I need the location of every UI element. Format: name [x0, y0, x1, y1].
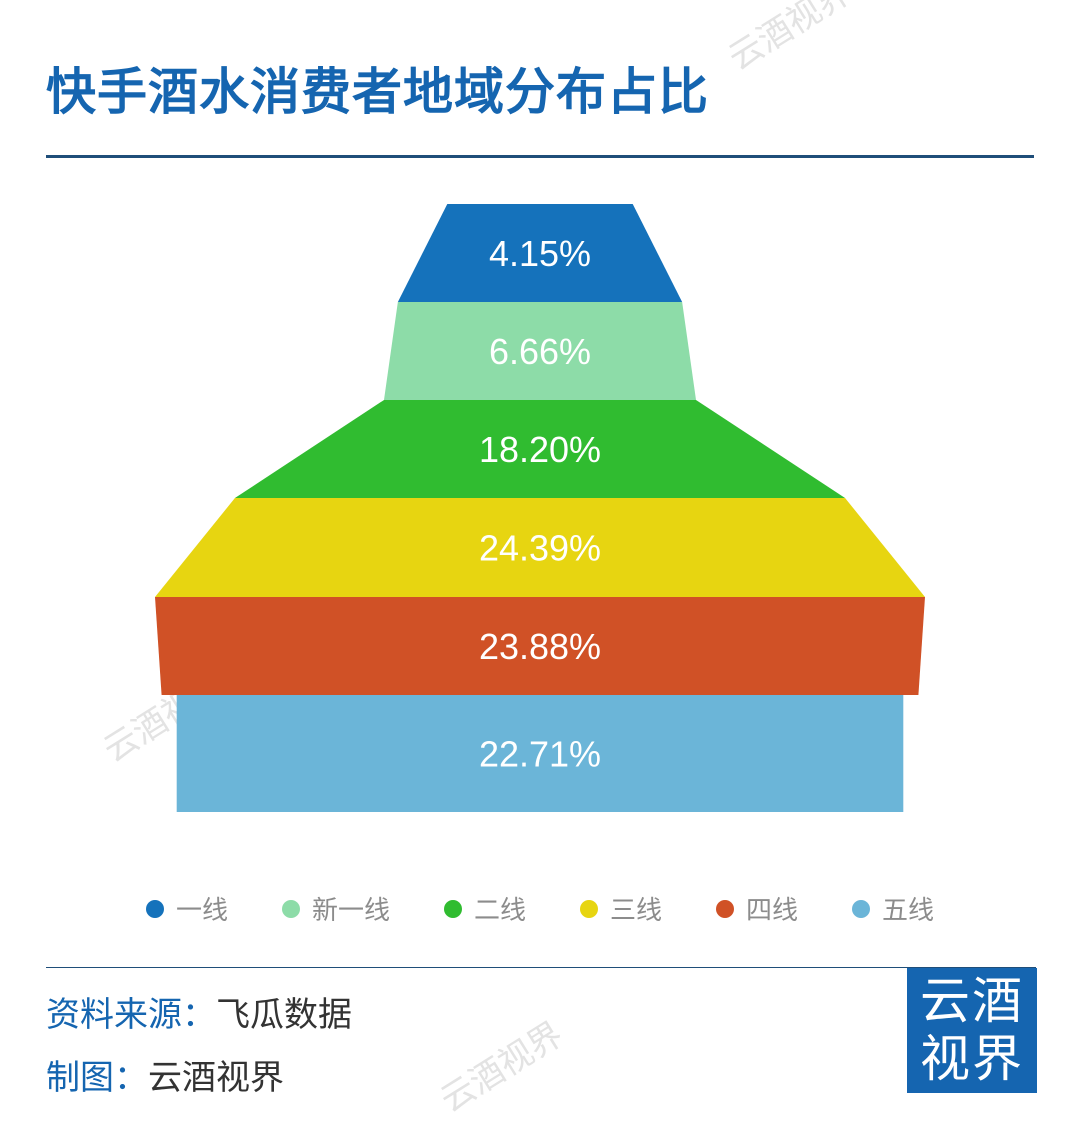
chart-legend: 一线 新一线 二线 三线 四线 五线 — [0, 890, 1080, 927]
funnel-label-5: 23.88% — [479, 626, 601, 667]
source-line: 资料来源：飞瓜数据 — [46, 987, 352, 1036]
legend-label: 新一线 — [311, 896, 390, 926]
source-label: 资料来源： — [46, 995, 216, 1035]
maker-value: 云酒视界 — [148, 1058, 284, 1098]
footer-divider — [46, 967, 1036, 968]
funnel-segment-4 — [155, 498, 925, 597]
title-divider — [46, 155, 1034, 158]
legend-item: 四线 — [716, 890, 798, 927]
legend-swatch — [281, 899, 300, 918]
legend-swatch — [852, 899, 871, 918]
legend-swatch — [716, 899, 735, 918]
legend-item: 新一线 — [281, 890, 390, 927]
source-value: 飞瓜数据 — [216, 995, 352, 1035]
funnel-chart: 4.15% 6.66% 18.20% 24.39% 23.88% 22.71% — [155, 204, 925, 812]
funnel-label-1: 4.15% — [489, 233, 591, 274]
funnel-segment-5 — [155, 597, 925, 695]
legend-swatch — [580, 899, 598, 918]
funnel-segment-2 — [383, 302, 697, 400]
funnel-label-4: 24.39% — [479, 528, 601, 569]
maker-line: 制图：云酒视界 — [46, 1050, 284, 1099]
legend-item: 二线 — [443, 890, 526, 927]
legend-item: 三线 — [580, 890, 662, 927]
funnel-label-2: 6.66% — [489, 331, 591, 372]
legend-label: 三线 — [610, 896, 663, 926]
legend-label: 二线 — [473, 896, 526, 926]
watermark: 云酒视界 — [433, 1014, 571, 1121]
funnel-segment-3 — [234, 400, 846, 498]
legend-label: 一线 — [175, 896, 228, 926]
maker-label: 制图： — [46, 1058, 148, 1098]
funnel-segment-1 — [397, 204, 683, 302]
logo-line2: 视界 — [920, 1030, 1024, 1088]
legend-swatch — [145, 899, 164, 918]
legend-item: 五线 — [852, 890, 934, 927]
chart-title: 快手酒水消费者地域分布占比 — [46, 63, 709, 121]
legend-label: 五线 — [882, 896, 935, 926]
legend-label: 四线 — [746, 896, 799, 926]
legend-item: 一线 — [145, 890, 228, 927]
funnel-label-3: 18.20% — [479, 429, 601, 470]
funnel-segment-6 — [176, 695, 904, 812]
funnel-label-6: 22.71% — [479, 734, 601, 775]
legend-swatch — [443, 899, 462, 918]
brand-logo: 云酒 视界 — [907, 968, 1037, 1093]
logo-line1: 云酒 — [920, 972, 1024, 1030]
